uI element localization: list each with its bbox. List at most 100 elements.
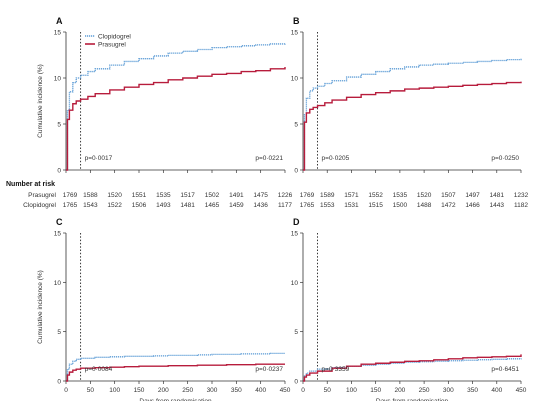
x-tick-label: 300 — [207, 387, 218, 394]
risk-count: 1522 — [107, 202, 122, 209]
x-tick-label: 250 — [182, 387, 193, 394]
risk-table: Number at risk Prasugrel 1769 1588 1520 1551 1… — [6, 181, 529, 209]
risk-count: 1500 — [393, 202, 408, 209]
x-tick-label: 0 — [64, 387, 68, 394]
risk-table-title: Number at risk — [6, 181, 55, 188]
x-tick-label: 50 — [324, 387, 332, 394]
risk-count: 1588 — [83, 192, 98, 199]
risk-count: 1436 — [253, 202, 268, 209]
risk-count: 1491 — [229, 192, 244, 199]
risk-count: 1571 — [344, 192, 359, 199]
risk-count: 1517 — [180, 192, 195, 199]
y-tick-label: 5 — [294, 329, 298, 336]
x-tick-label: 400 — [491, 387, 502, 394]
p-value-left: p=0·0017 — [85, 155, 113, 162]
p-value-left: p=0·3359 — [322, 366, 350, 373]
legend-label: Clopidogrel — [98, 34, 131, 41]
y-tick-label: 5 — [57, 329, 61, 336]
risk-count: 1520 — [107, 192, 122, 199]
risk-count: 1481 — [180, 202, 195, 209]
risk-count: 1515 — [368, 202, 383, 209]
x-tick-label: 200 — [158, 387, 169, 394]
risk-count: 1543 — [83, 202, 98, 209]
y-tick-label: 5 — [57, 122, 61, 129]
y-tick-label: 10 — [291, 280, 299, 287]
series-line-prasugrel — [66, 66, 286, 171]
p-value-right: p=0·0250 — [491, 155, 519, 162]
p-value-right: p=0·6451 — [491, 366, 519, 373]
risk-count: 1475 — [253, 192, 268, 199]
risk-count: 1481 — [490, 192, 505, 199]
panel-letter: D — [293, 217, 300, 227]
risk-count: 1769 — [63, 192, 78, 199]
x-tick-label: 250 — [419, 387, 430, 394]
x-tick-label: 300 — [443, 387, 454, 394]
y-tick-label: 10 — [54, 76, 62, 83]
y-tick-label: 0 — [57, 168, 61, 175]
risk-count: 1553 — [320, 202, 335, 209]
risk-count: 1765 — [63, 202, 78, 209]
p-value-right: p=0·0221 — [255, 155, 283, 162]
risk-count: 1507 — [441, 192, 456, 199]
y-tick-label: 15 — [54, 231, 62, 238]
x-tick-label: 450 — [280, 387, 291, 394]
risk-count: 1765 — [300, 202, 315, 209]
risk-count: 1182 — [514, 202, 528, 209]
risk-row-label: Prasugrel — [28, 192, 56, 199]
y-tick-label: 15 — [291, 231, 299, 238]
risk-count: 1506 — [132, 202, 147, 209]
x-tick-label: 0 — [301, 387, 305, 394]
y-tick-label: 0 — [57, 379, 61, 386]
risk-count: 1466 — [465, 202, 480, 209]
risk-count: 1551 — [132, 192, 147, 199]
risk-count: 1769 — [300, 192, 315, 199]
x-axis-label: Days from randomisation — [139, 398, 212, 401]
x-tick-label: 200 — [394, 387, 405, 394]
x-tick-label: 400 — [255, 387, 266, 394]
risk-count: 1535 — [393, 192, 408, 199]
risk-count: 1535 — [156, 192, 171, 199]
legend-label: Prasugrel — [98, 42, 126, 49]
y-tick-label: 0 — [294, 379, 298, 386]
x-tick-label: 50 — [87, 387, 95, 394]
y-tick-label: 10 — [291, 76, 299, 83]
y-tick-label: 10 — [54, 280, 62, 287]
risk-count: 1552 — [368, 192, 383, 199]
panel-b: B 0 5 10 15 p=0·0205 p=0·0250 — [291, 16, 522, 175]
risk-count: 1232 — [514, 192, 529, 199]
y-tick-label: 15 — [54, 30, 62, 37]
x-tick-label: 100 — [109, 387, 120, 394]
series-line-clopidogrel — [303, 58, 522, 171]
x-tick-label: 100 — [346, 387, 357, 394]
risk-count: 1497 — [465, 192, 480, 199]
risk-count: 1502 — [205, 192, 220, 199]
p-value-left: p=0·0084 — [85, 366, 113, 373]
panel-letter: A — [56, 16, 63, 26]
risk-count: 1465 — [205, 202, 220, 209]
risk-row-label: Clopidogrel — [23, 202, 56, 209]
series-line-prasugrel — [66, 363, 285, 382]
series-line-prasugrel — [303, 354, 522, 382]
y-axis-label: Cumulative incidence (%) — [37, 270, 44, 344]
p-value-right: p=0·0237 — [255, 366, 283, 373]
y-tick-label: 0 — [294, 168, 298, 175]
x-tick-label: 350 — [467, 387, 478, 394]
panel-d: D051015050100150200250300350400450Days f… — [291, 217, 527, 401]
risk-count: 1531 — [344, 202, 359, 209]
panel-letter: C — [56, 217, 63, 227]
risk-count: 1488 — [417, 202, 432, 209]
y-tick-label: 15 — [291, 30, 299, 37]
risk-count: 1520 — [417, 192, 432, 199]
risk-count: 1493 — [156, 202, 171, 209]
risk-count: 1226 — [278, 192, 293, 199]
x-tick-label: 350 — [231, 387, 242, 394]
x-tick-label: 150 — [134, 387, 145, 394]
series-line-prasugrel — [303, 81, 522, 171]
x-axis-label: Days from randomisation — [376, 398, 449, 401]
risk-count: 1589 — [320, 192, 335, 199]
p-value-left: p=0·0205 — [322, 155, 350, 162]
risk-count: 1177 — [278, 202, 292, 209]
